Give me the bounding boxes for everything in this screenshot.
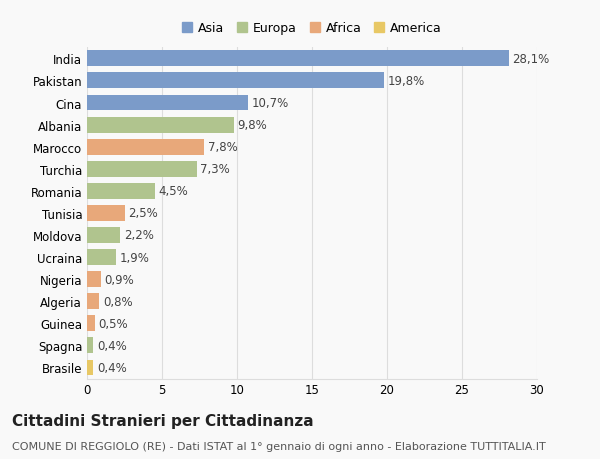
Bar	[87, 228, 120, 243]
Text: 7,3%: 7,3%	[200, 163, 230, 176]
Bar	[87, 118, 234, 133]
Text: 10,7%: 10,7%	[251, 97, 289, 110]
Bar	[87, 95, 248, 111]
Text: Cittadini Stranieri per Cittadinanza: Cittadini Stranieri per Cittadinanza	[12, 413, 314, 428]
Text: COMUNE DI REGGIOLO (RE) - Dati ISTAT al 1° gennaio di ogni anno - Elaborazione T: COMUNE DI REGGIOLO (RE) - Dati ISTAT al …	[12, 441, 546, 451]
Bar	[87, 73, 384, 89]
Text: 7,8%: 7,8%	[208, 141, 238, 154]
Text: 0,4%: 0,4%	[97, 339, 127, 352]
Bar	[87, 272, 101, 287]
Text: 1,9%: 1,9%	[119, 251, 149, 264]
Bar	[87, 316, 95, 331]
Bar	[87, 360, 93, 375]
Text: 2,2%: 2,2%	[124, 229, 154, 242]
Text: 28,1%: 28,1%	[512, 53, 550, 66]
Text: 19,8%: 19,8%	[388, 75, 425, 88]
Legend: Asia, Europa, Africa, America: Asia, Europa, Africa, America	[182, 22, 442, 35]
Bar	[87, 51, 509, 67]
Text: 2,5%: 2,5%	[128, 207, 158, 220]
Bar	[87, 162, 197, 177]
Text: 0,5%: 0,5%	[98, 317, 128, 330]
Bar	[87, 206, 125, 221]
Text: 4,5%: 4,5%	[158, 185, 188, 198]
Bar	[87, 294, 99, 309]
Text: 9,8%: 9,8%	[238, 119, 268, 132]
Bar	[87, 338, 93, 353]
Text: 0,9%: 0,9%	[104, 273, 134, 286]
Bar	[87, 250, 115, 265]
Bar	[87, 140, 204, 155]
Text: 0,4%: 0,4%	[97, 361, 127, 374]
Text: 0,8%: 0,8%	[103, 295, 133, 308]
Bar	[87, 184, 155, 199]
